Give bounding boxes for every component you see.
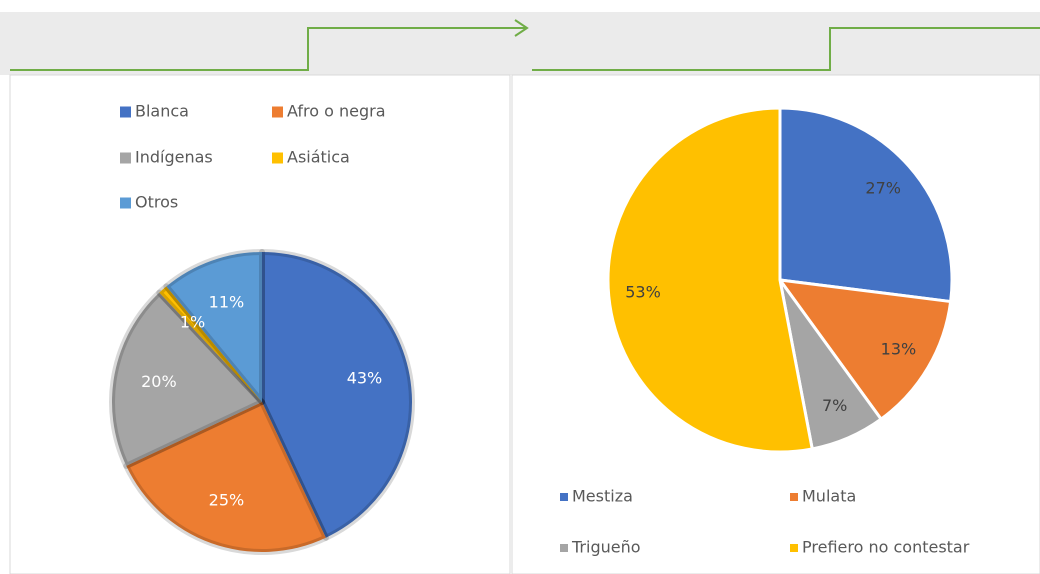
pie-slice bbox=[123, 399, 329, 555]
pie-slice bbox=[778, 106, 954, 304]
data-label: 13% bbox=[881, 340, 917, 359]
legend-label: Otros bbox=[135, 193, 178, 212]
legend-swatch bbox=[272, 152, 283, 164]
legend-label: Blanca bbox=[135, 102, 189, 121]
step-arrow bbox=[532, 27, 1040, 71]
arrow-head bbox=[514, 19, 529, 37]
data-label: 11% bbox=[209, 293, 245, 312]
legend-label: Trigueño bbox=[571, 538, 641, 557]
legend-label: Afro o negra bbox=[287, 102, 386, 121]
legend-label: Mestiza bbox=[572, 487, 633, 506]
step-arrow bbox=[10, 27, 525, 71]
pie-slice bbox=[606, 106, 814, 454]
data-label: 7% bbox=[822, 396, 847, 415]
pie-slice bbox=[163, 249, 265, 405]
legend-swatch bbox=[120, 152, 131, 164]
data-label: 27% bbox=[865, 179, 901, 198]
legend-swatch bbox=[120, 106, 131, 118]
pie-slice bbox=[259, 249, 415, 541]
pie-slice bbox=[156, 283, 265, 405]
legend-swatch bbox=[120, 197, 131, 209]
legend-swatch bbox=[560, 544, 568, 552]
data-label: 43% bbox=[347, 369, 383, 388]
data-label: 20% bbox=[141, 372, 177, 391]
header-band bbox=[0, 12, 1040, 75]
data-label: 1% bbox=[180, 313, 205, 332]
data-label: 25% bbox=[209, 490, 245, 509]
legend-label: Asiática bbox=[287, 148, 350, 167]
legend-swatch bbox=[272, 106, 283, 118]
legend-label: Prefiero no contestar bbox=[802, 538, 970, 557]
legend-swatch bbox=[790, 544, 798, 552]
legend-swatch bbox=[790, 493, 798, 501]
legend-label: Mulata bbox=[802, 487, 856, 506]
data-label: 53% bbox=[625, 282, 661, 301]
pie-slice bbox=[109, 289, 265, 469]
pie-slice bbox=[778, 278, 953, 421]
legend-swatch bbox=[560, 493, 568, 501]
legend-label: Indígenas bbox=[135, 148, 213, 167]
